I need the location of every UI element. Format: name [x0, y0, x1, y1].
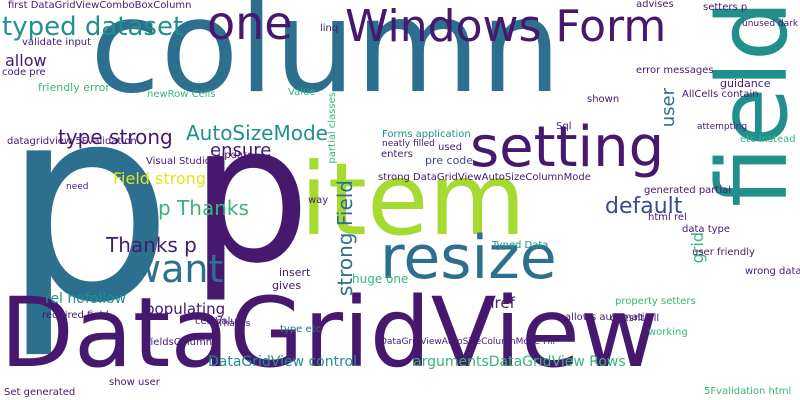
word: type strong — [58, 125, 173, 149]
word: 5Fvalidation html — [704, 386, 792, 397]
word: error messages — [636, 65, 714, 76]
word: working — [648, 327, 688, 338]
word: way — [308, 195, 329, 206]
word: populating — [145, 300, 226, 318]
word: Thanks — [218, 319, 251, 329]
word: html rel — [648, 212, 687, 223]
word: argumentsDataGridView Rows — [413, 354, 626, 370]
word: rel nofollow — [45, 291, 127, 307]
word: need — [66, 182, 89, 192]
word: advises — [636, 0, 674, 10]
word: shown — [587, 94, 620, 105]
word: Value — [288, 87, 316, 98]
word: AllCells contain — [682, 89, 759, 100]
word: AutoSizeMode — [186, 121, 328, 145]
word: setters p — [703, 2, 748, 13]
word: wrong data — [745, 266, 800, 277]
word: doesnt fill — [610, 313, 660, 324]
word: show user — [109, 377, 160, 388]
word: etc instead — [740, 134, 796, 145]
word: cell Value — [195, 316, 243, 327]
word: Set generated — [4, 387, 76, 398]
word: allows automatic — [565, 312, 650, 323]
word: property setters — [615, 296, 696, 307]
word: required field — [42, 310, 109, 321]
word: Visual Studio — [146, 156, 211, 167]
word: resize — [380, 223, 557, 293]
word: Windows Form — [345, 1, 667, 52]
word: generated partial — [644, 185, 732, 196]
word: p — [2, 47, 174, 362]
word: Field strong — [113, 169, 206, 188]
word: one — [207, 0, 293, 50]
word: data type — [682, 224, 731, 235]
word: friendly error — [38, 81, 110, 94]
word: item — [300, 141, 526, 258]
word: Typed Data — [492, 240, 549, 251]
word: attempting — [697, 122, 748, 132]
word: pre code — [425, 154, 474, 167]
word: Thanks p — [106, 233, 197, 257]
word: unused dark — [742, 19, 799, 29]
word: p Thanks — [158, 196, 249, 220]
word: update — [218, 150, 254, 161]
word: huge one — [352, 272, 409, 286]
word: Forms application — [382, 129, 471, 140]
word: typed dataset — [2, 12, 184, 42]
word: setting — [470, 115, 665, 180]
word: field — [697, 0, 800, 208]
word: ensure — [210, 140, 272, 161]
word: strong DataGridViewAutoSizeColumnMode — [378, 172, 591, 183]
word: newRow Cells — [147, 89, 216, 100]
word: neatly filled — [382, 139, 435, 149]
word: user friendly — [692, 247, 755, 258]
word: Sql — [556, 121, 572, 132]
word: href — [485, 294, 515, 312]
word: type etc — [280, 324, 322, 335]
word: p — [190, 84, 311, 305]
word: linq — [320, 23, 339, 34]
word: default — [605, 194, 683, 219]
word: want — [130, 247, 224, 291]
word: first DataGridViewComboBoxColumn — [8, 0, 192, 11]
word: validate input — [22, 37, 92, 48]
word: allow — [5, 51, 47, 70]
word: partial classes — [327, 92, 338, 164]
word: column — [90, 0, 562, 122]
word: gives — [272, 279, 302, 292]
word: guidance — [720, 77, 771, 90]
word: insert — [279, 266, 311, 279]
word: DataGridView control — [208, 354, 358, 370]
word: used — [438, 142, 463, 153]
word: DataGridView — [0, 277, 659, 389]
word: DataGridViewAutoSizeColumnMode Fill — [380, 337, 555, 347]
word: code pre — [2, 67, 46, 78]
word: user — [658, 88, 679, 128]
word: enters — [381, 149, 413, 160]
word: datagridview 5Fvalidation — [7, 136, 137, 147]
word: fieldsColumn — [147, 337, 213, 348]
